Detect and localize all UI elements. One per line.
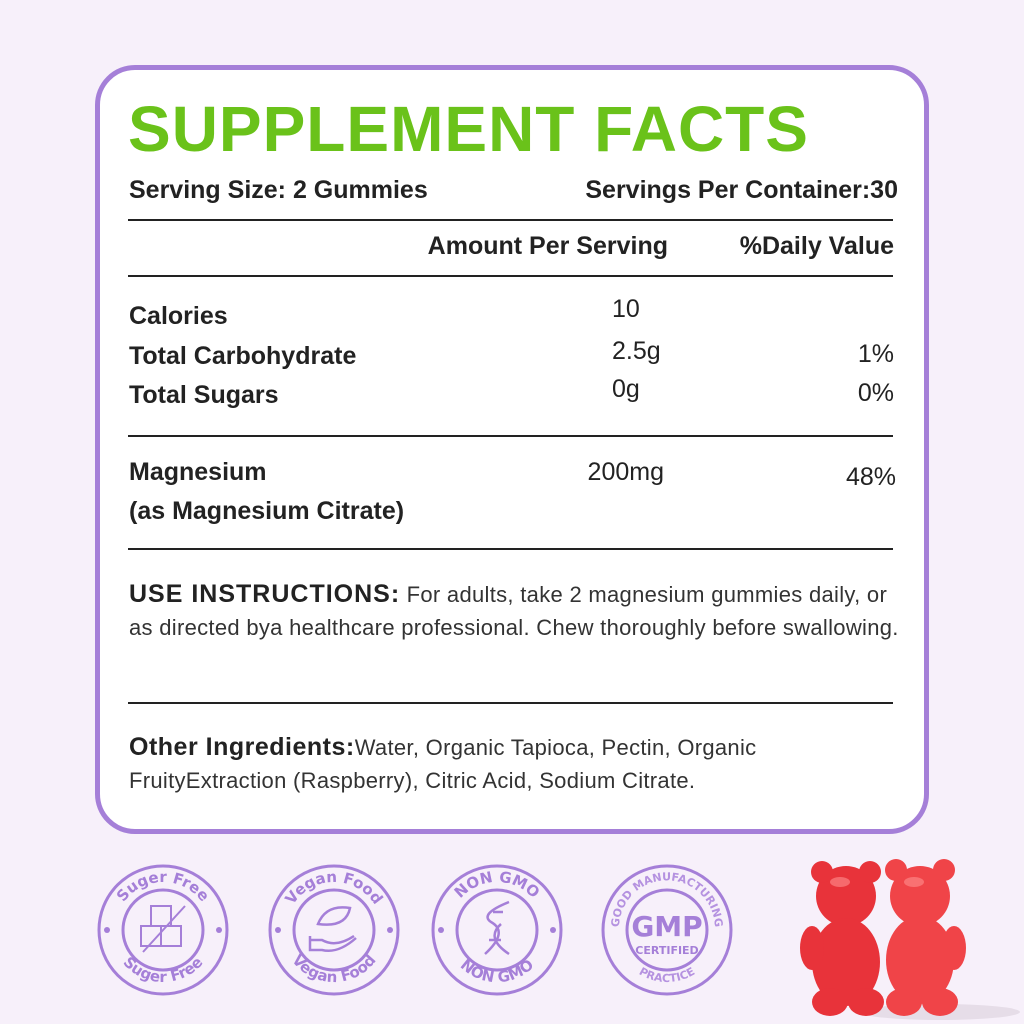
svg-text:PRACTICE: PRACTICE [637,965,697,985]
sugar-free-badge: Suger Free Suger Free [97,864,229,996]
row-amount: 0g [612,375,640,403]
magnesium-dv: 48% [845,463,896,491]
svg-text:NON GMO: NON GMO [451,868,544,902]
divider [128,219,893,221]
supplement-facts-panel [95,65,929,834]
leaf-hand-icon [308,906,357,952]
svg-text:Vegan Food: Vegan Food [288,951,379,986]
divider [128,548,893,550]
servings-per-container: Servings Per Container:30 [585,176,898,204]
magnesium-amount: 200mg [587,458,664,486]
instructions-text: For adults, take 2 magnesium gummies dai… [129,582,899,640]
non-gmo-badge: NON GMO NON GMO [431,864,563,996]
amount-header: Amount Per Serving [427,232,668,260]
svg-text:NON GMO: NON GMO [457,956,537,987]
magnesium-source: (as Magnesium Citrate) [129,497,405,525]
svg-text:Vegan Food: Vegan Food [281,868,386,908]
row-name: Total Sugars [129,381,279,409]
row-amount: 2.5g [612,337,661,365]
dna-icon [484,900,510,956]
daily-value-header: %Daily Value [739,232,894,260]
row-dv: 0% [857,379,894,407]
row-amount: 10 [612,295,640,323]
divider [128,275,893,277]
ingredients-label: Other Ingredients: [129,733,355,761]
row-name: Calories [129,302,228,330]
row-dv: 1% [857,340,894,368]
svg-text:Suger Free: Suger Free [113,868,213,905]
svg-text:Suger Free: Suger Free [120,953,207,986]
gmp-certified-badge: GOOD MANUFACTURING PRACTICE GMP CERTIFIE… [601,864,733,996]
instructions-label: USE INSTRUCTIONS: [129,580,401,608]
page-title: SUPPLEMENT FACTS [128,93,809,165]
other-ingredients: Other Ingredients:Water, Organic Tapioca… [129,731,869,797]
row-name: Total Carbohydrate [129,342,357,370]
magnesium-name: Magnesium [129,458,267,486]
serving-size: Serving Size: 2 Gummies [129,176,428,204]
svg-text:CERTIFIED: CERTIFIED [635,944,698,957]
gummy-bears-image [800,859,1020,1020]
vegan-food-badge: Vegan Food Vegan Food [268,864,400,996]
gmp-icon: GMP [631,910,702,943]
divider [128,702,893,704]
sugar-cubes-icon [140,905,186,953]
use-instructions: USE INSTRUCTIONS: For adults, take 2 mag… [129,578,899,644]
ingredients-text: Water, Organic Tapioca, Pectin, Organic … [129,735,757,793]
divider [128,435,893,437]
